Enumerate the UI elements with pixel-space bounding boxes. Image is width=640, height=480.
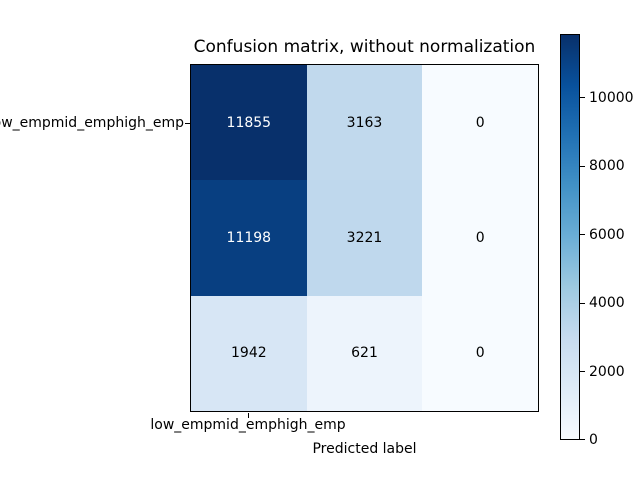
- matrix-cell: 621: [306, 295, 423, 411]
- colorbar-tick-label: 2000: [589, 364, 625, 380]
- colorbar-tick-label: 8000: [589, 158, 625, 174]
- x-axis-tick-label: low_empmid_emphigh_emp: [150, 417, 346, 433]
- colorbar-tick-mark: [580, 303, 585, 304]
- matrix-cell: 1942: [191, 295, 307, 411]
- matrix-cell: 11855: [191, 65, 307, 181]
- colorbar-tick-label: 4000: [589, 295, 625, 311]
- x-axis-title: Predicted label: [312, 441, 417, 457]
- y-axis-tick-mark: [185, 123, 190, 124]
- colorbar-tick-mark: [580, 234, 585, 235]
- y-axis-tick-label: low_empmid_emphigh_emp: [0, 115, 184, 131]
- confusion-matrix-heatmap: 11855 3163 0 11198 3221 0 1942 621 0: [190, 64, 539, 412]
- colorbar-tick-mark: [580, 166, 585, 167]
- matrix-cell: 3163: [306, 65, 423, 181]
- colorbar-tick-mark: [580, 439, 585, 440]
- matrix-cell: 11198: [191, 180, 307, 296]
- chart-title: Confusion matrix, without normalization: [193, 37, 536, 57]
- colorbar-tick-mark: [580, 97, 585, 98]
- colorbar-tick-label: 0: [589, 432, 598, 448]
- colorbar-tick-mark: [580, 371, 585, 372]
- colorbar-tick-label: 10000: [589, 90, 634, 106]
- matrix-cell: 0: [422, 295, 538, 411]
- colorbar-tick-label: 6000: [589, 227, 625, 243]
- matrix-cell: 3221: [306, 180, 423, 296]
- colorbar-gradient: [560, 34, 580, 440]
- x-axis-tick-mark: [248, 413, 249, 418]
- matrix-cell: 0: [422, 180, 538, 296]
- matrix-cell: 0: [422, 65, 538, 181]
